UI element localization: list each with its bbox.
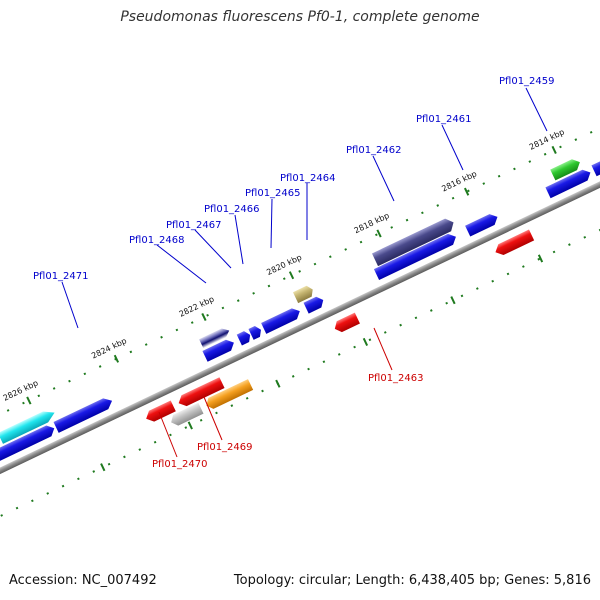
genome-backbone xyxy=(0,139,600,507)
reverse-gene-labels: Pfl01_2470 Pfl01_2469 Pfl01_2463 xyxy=(152,373,424,470)
gene-forward[interactable] xyxy=(53,395,115,433)
gene-label[interactable]: Pfl01_2465 xyxy=(245,188,301,199)
gene-label[interactable]: Pfl01_2464 xyxy=(280,173,336,184)
gene-reverse[interactable] xyxy=(332,312,360,335)
gene-label[interactable]: Pfl01_2462 xyxy=(346,145,402,156)
gene-forward[interactable] xyxy=(303,295,326,314)
gene-feature-pfl01-2462[interactable] xyxy=(371,216,457,267)
gene-forward[interactable] xyxy=(236,329,253,346)
map-title: Pseudomonas fluorescens Pf0-1, complete … xyxy=(120,9,480,25)
kbp-label: 2820 kbp xyxy=(265,253,303,277)
reverse-genes xyxy=(144,229,535,424)
gene-forward[interactable] xyxy=(545,167,593,199)
kbp-labels: 2826 kbp 2824 kbp 2822 kbp 2820 kbp 2818… xyxy=(2,127,566,402)
gene-label[interactable]: Pfl01_2470 xyxy=(152,459,208,470)
kbp-label: 2816 kbp xyxy=(440,169,478,193)
gene-forward[interactable] xyxy=(591,153,600,177)
gene-label[interactable]: Pfl01_2467 xyxy=(166,220,222,231)
gene-forward[interactable] xyxy=(261,306,302,334)
forward-major-ticks xyxy=(26,145,557,405)
kbp-label: 2824 kbp xyxy=(90,336,128,360)
kbp-label: 2826 kbp xyxy=(2,378,40,402)
forward-tick-row xyxy=(0,112,600,442)
gene-reverse[interactable] xyxy=(144,400,176,424)
gene-label[interactable]: Pfl01_2459 xyxy=(499,76,555,87)
gene-reverse[interactable] xyxy=(176,377,225,408)
gene-label[interactable]: Pfl01_2469 xyxy=(197,442,253,453)
gene-forward[interactable] xyxy=(373,231,459,281)
forward-leader-lines xyxy=(61,87,548,329)
upper-feature-row xyxy=(0,157,582,444)
accession-text: Accession: NC_007492 xyxy=(9,573,157,588)
gene-forward[interactable] xyxy=(0,423,57,463)
gene-label[interactable]: Pfl01_2463 xyxy=(368,373,424,384)
gene-label[interactable]: Pfl01_2466 xyxy=(204,204,260,215)
forward-genes xyxy=(0,153,600,463)
gene-feature-pfl01-2471[interactable] xyxy=(0,407,57,444)
forward-gene-labels: Pfl01_2471 Pfl01_2468 Pfl01_2467 Pfl01_2… xyxy=(33,76,555,282)
gene-label[interactable]: Pfl01_2471 xyxy=(33,271,89,282)
gene-label[interactable]: Pfl01_2468 xyxy=(129,235,185,246)
gene-feature-pfl01-2469[interactable] xyxy=(204,379,254,411)
gene-feature-pfl01-2459[interactable] xyxy=(550,157,582,181)
kbp-label: 2818 kbp xyxy=(353,211,391,235)
gene-forward[interactable] xyxy=(202,337,236,362)
gene-feature-pfl01-2470[interactable] xyxy=(169,402,204,428)
gene-forward[interactable] xyxy=(465,211,500,237)
gene-reverse[interactable] xyxy=(493,229,535,258)
gene-forward[interactable] xyxy=(248,324,263,340)
genome-summary-text: Topology: circular; Length: 6,438,405 bp… xyxy=(233,573,591,588)
gene-feature-pfl01-2464[interactable] xyxy=(292,284,315,304)
lower-feature-row xyxy=(169,379,254,428)
gene-feature-pfl01-2468[interactable] xyxy=(199,326,231,349)
kbp-label: 2822 kbp xyxy=(178,294,216,318)
reverse-leader-lines xyxy=(158,327,393,458)
gene-label[interactable]: Pfl01_2461 xyxy=(416,114,472,125)
reverse-major-ticks xyxy=(100,254,544,472)
